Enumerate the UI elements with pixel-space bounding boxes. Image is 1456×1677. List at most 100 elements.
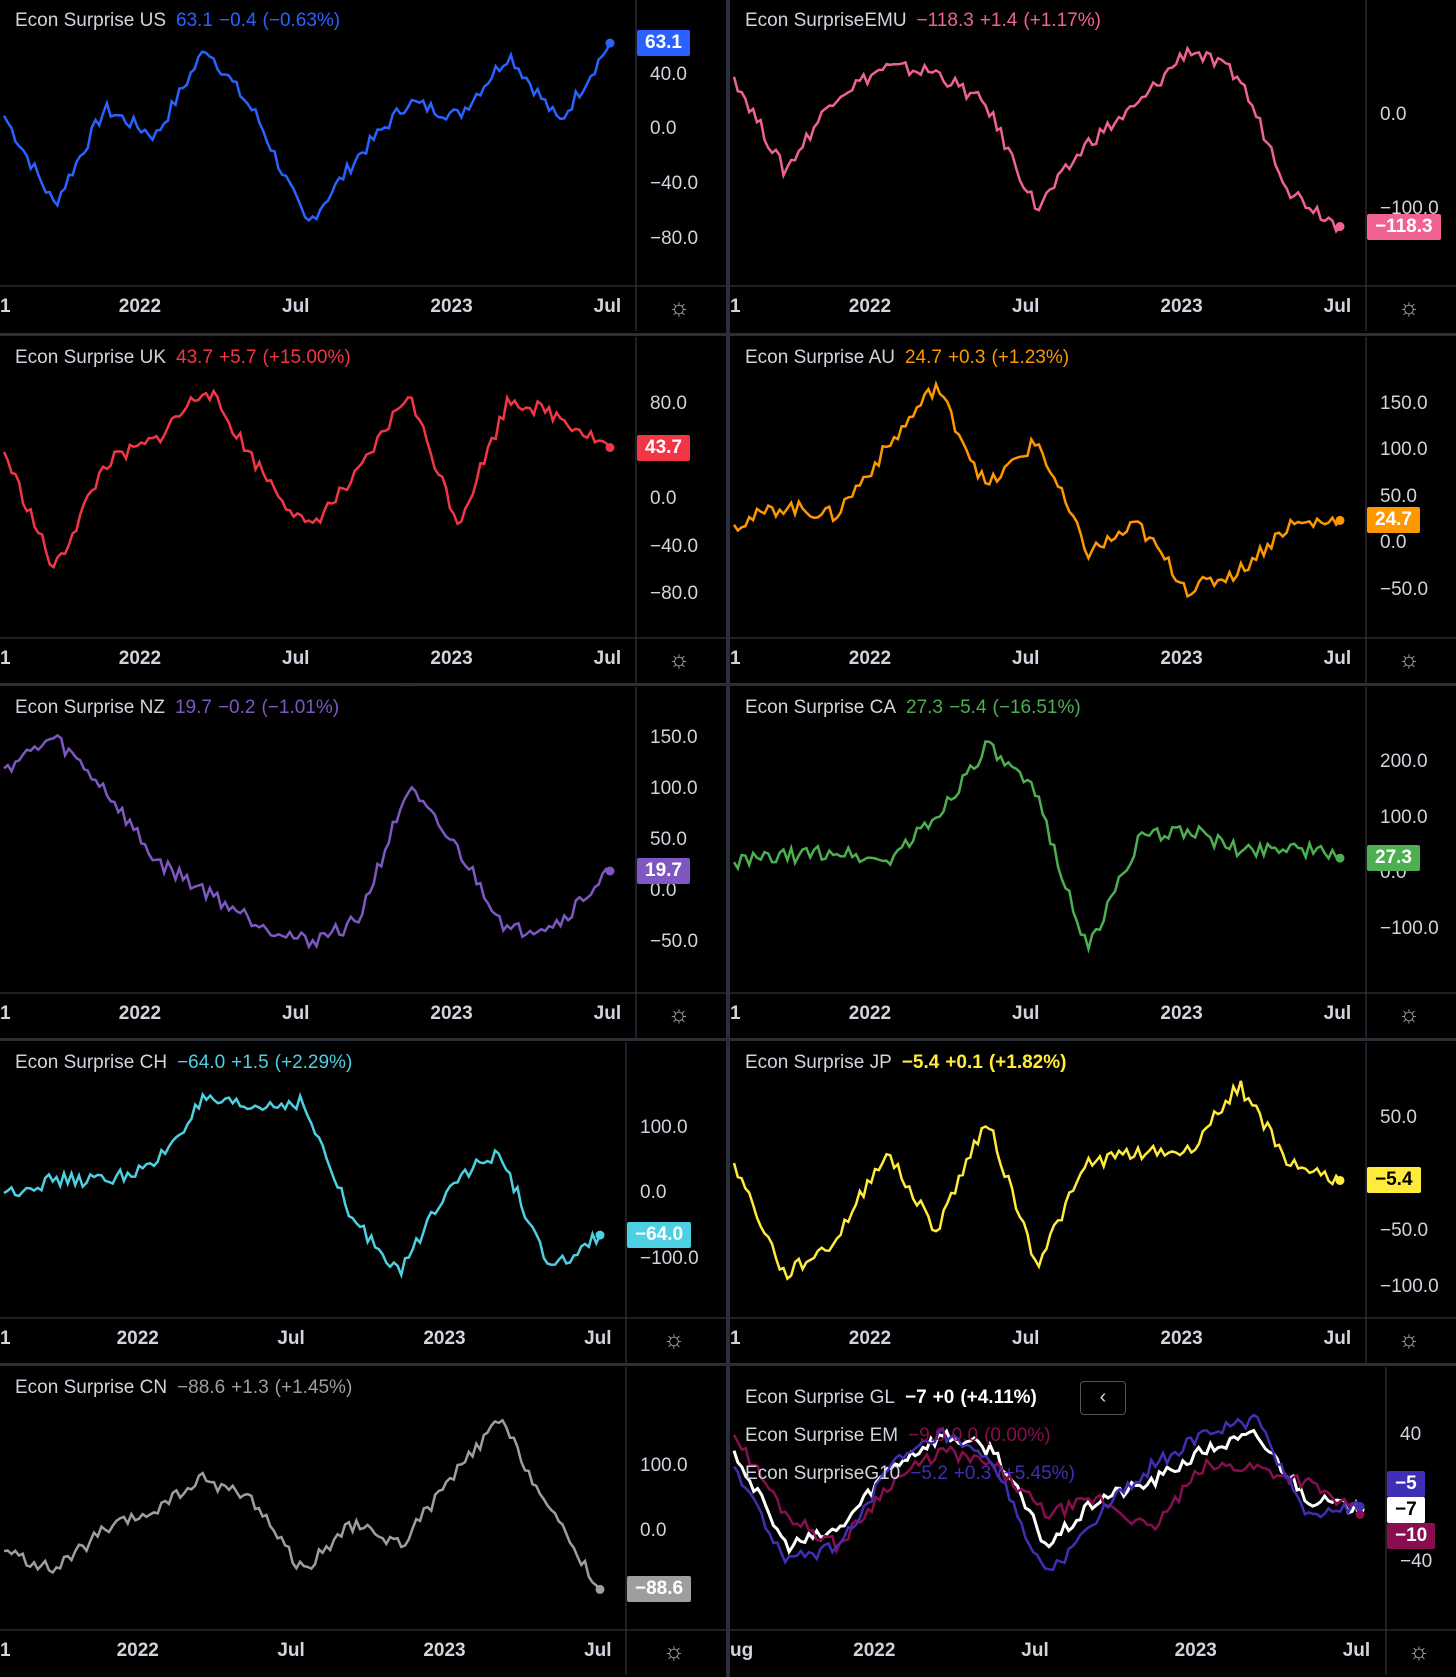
settings-gear-icon[interactable]: ☼ — [663, 1638, 685, 1665]
y-tick-label: 0.0 — [640, 1520, 667, 1542]
x-tick-label: Jul — [282, 296, 310, 317]
last-value-point — [605, 38, 615, 48]
panel-divider[interactable] — [726, 0, 730, 1677]
x-tick-label: ug — [730, 1640, 754, 1661]
x-tick-label: Jul — [1012, 1003, 1040, 1024]
x-tick-label: 1 — [0, 1640, 11, 1661]
x-tick-label: 2023 — [423, 1640, 466, 1661]
x-tick-label: 2023 — [1160, 1003, 1203, 1024]
legend-change: −0.2 — [217, 697, 256, 718]
series-legend[interactable]: Econ Surprise AU 24.7 +0.3 (+1.23%) — [745, 347, 1075, 369]
chart-panel-ch[interactable]: 100.0 0.0 −100.0 −64.0 1 2022 Jul 2023 Jul ☼ Econ … — [0, 1042, 726, 1363]
chart-panel-uk[interactable]: 80.0 0.0 −40.0 −80.0 43.7 1 2022 Jul 2023 Jul ☼ Eco… — [0, 337, 726, 683]
x-tick-label: Jul — [593, 296, 622, 317]
series-legend[interactable]: Econ Surprise JP −5.4 +0.1 (+1.82%) — [745, 1052, 1072, 1074]
last-price-label: −64.0 — [627, 1222, 692, 1249]
y-tick-label: −100.0 — [1380, 1275, 1439, 1297]
legend-change: +0.3 — [947, 347, 986, 368]
series-legend[interactable]: Econ Surprise CA 27.3 −5.4 (−16.51%) — [745, 697, 1087, 719]
plot-svg — [730, 0, 1456, 331]
x-tick-label: 2023 — [423, 1328, 466, 1349]
series-legend[interactable]: Econ Surprise NZ 19.7 −0.2 (−1.01%) — [15, 697, 345, 719]
x-tick-label: 1 — [0, 1003, 11, 1024]
legend-change: +5.7 — [219, 347, 257, 368]
legend-value: −5.4 — [901, 1052, 940, 1073]
series-line-econ-surpriseg10 — [732, 1413, 1361, 1572]
series-legend[interactable]: Econ Surprise CN −88.6 +1.3 (+1.45%) — [15, 1377, 358, 1399]
last-value-point — [605, 443, 615, 453]
series-legend[interactable]: Econ Surprise CH −64.0 +1.5 (+2.29%) — [15, 1052, 358, 1074]
chart-panel-nz[interactable]: 150.0 100.0 50.0 0.0 −50.0 19.7 1 2022 Jul 2023 Ju… — [0, 687, 726, 1038]
last-value-point — [1335, 515, 1345, 525]
plot-svg — [730, 687, 1456, 1038]
x-tick-label: 2023 — [1160, 296, 1203, 317]
settings-gear-icon[interactable]: ☼ — [668, 646, 690, 673]
legend-change: 0.0 — [951, 1425, 979, 1446]
series-legend[interactable]: Econ Surprise US 63.1 −0.4 (−0.63%) — [15, 10, 346, 32]
series-line-econ-surprise-cn — [3, 1418, 601, 1591]
x-tick-label: Jul — [1012, 648, 1040, 669]
x-tick-label: 2023 — [1160, 1328, 1203, 1349]
settings-gear-icon[interactable]: ☼ — [1398, 1001, 1420, 1028]
series-legend[interactable]: Econ Surprise GL −7 +0 (+4.11%) — [745, 1387, 1043, 1409]
legend-title: Econ Surprise NZ — [15, 697, 165, 718]
x-tick-label: 2022 — [853, 1640, 896, 1661]
legend-value: 63.1 — [176, 10, 213, 31]
x-tick-label: 2023 — [430, 296, 473, 317]
y-tick-label: 80.0 — [650, 393, 687, 415]
x-tick-label: 2022 — [848, 648, 892, 669]
settings-gear-icon[interactable]: ☼ — [1398, 646, 1420, 673]
y-tick-label: 0.0 — [650, 488, 677, 510]
settings-gear-icon[interactable]: ☼ — [668, 294, 690, 321]
y-tick-label: 0.0 — [650, 880, 677, 902]
y-tick-label: −40.0 — [650, 535, 699, 557]
x-tick-label: Jul — [282, 1003, 310, 1024]
last-price-label: −7 — [1387, 1496, 1425, 1523]
series-line-econ-surprise-us — [2, 42, 612, 223]
y-tick-label: 40.0 — [650, 63, 687, 85]
chart-panel-cn[interactable]: 100.0 0.0 −88.6 1 2022 Jul 2023 Jul ☼ Econ Surpri… — [0, 1367, 726, 1675]
x-tick-label: 2022 — [116, 1328, 159, 1349]
chart-panel-us[interactable]: 40.0 0.0 −40.0 −80.0 63.1 1 2022 Jul 2023 Jul ☼ Eco… — [0, 0, 726, 331]
series-legend[interactable]: Econ SurpriseG10 −5.2 +0.3 (+5.45%) — [745, 1463, 1081, 1485]
last-price-label: 19.7 — [637, 857, 690, 884]
y-tick-label: 150.0 — [1380, 392, 1428, 414]
legend-value: −7 — [904, 1387, 927, 1408]
legend-title: Econ Surprise JP — [745, 1052, 892, 1073]
legend-value: 27.3 — [906, 697, 943, 718]
series-line-econ-surprise-em — [732, 1434, 1362, 1556]
y-tick-label: −40 — [1400, 1551, 1433, 1573]
x-tick-label: Jul — [1012, 296, 1040, 317]
series-legend[interactable]: Econ Surprise EM −9.0 0.0 (0.00%) — [745, 1425, 1057, 1447]
y-tick-label: 200.0 — [1380, 751, 1428, 773]
y-tick-label: −50.0 — [1380, 1219, 1429, 1241]
settings-gear-icon[interactable]: ☼ — [1398, 1326, 1420, 1353]
x-tick-label: 1 — [0, 1328, 11, 1349]
chart-panel-emu[interactable]: 0.0 −100.0 −118.3 1 2022 Jul 2023 Jul ☼ Econ Surp… — [730, 0, 1456, 331]
series-line-econ-surprise-ch — [3, 1091, 602, 1280]
series-line-econ-surprise-ca — [732, 740, 1341, 954]
chart-panel-au[interactable]: 150.0 100.0 50.0 0.0 −50.0 24.7 1 2022 Jul 2023 Ju… — [730, 337, 1456, 683]
last-value-point — [1335, 1175, 1345, 1185]
chart-panel-jp[interactable]: 50.0 −50.0 −100.0 −5.4 1 2022 Jul 2023 Jul ☼ Econ … — [730, 1042, 1456, 1363]
plot-svg — [0, 1042, 726, 1363]
y-tick-label: −80.0 — [650, 227, 699, 249]
y-tick-label: 100.0 — [1380, 806, 1428, 828]
legend-value: −88.6 — [177, 1377, 226, 1398]
y-tick-label: −100.0 — [1380, 917, 1439, 939]
chart-panel-gl[interactable]: 40 −40 −5 −7 −10 ug 2022 Jul 2023 Jul ☼ Econ Surpri… — [730, 1367, 1456, 1675]
settings-gear-icon[interactable]: ☼ — [1408, 1638, 1430, 1665]
legend-value: −64.0 — [177, 1052, 226, 1073]
x-tick-label: 2022 — [848, 1003, 892, 1024]
collapse-legend-button[interactable]: ‹ — [1080, 1381, 1126, 1415]
settings-gear-icon[interactable]: ☼ — [663, 1326, 685, 1353]
y-tick-label: 100.0 — [640, 1454, 688, 1476]
legend-pct: (+1.45%) — [274, 1377, 353, 1398]
plot-svg — [730, 337, 1456, 683]
y-tick-label: 100.0 — [650, 777, 698, 799]
settings-gear-icon[interactable]: ☼ — [1398, 294, 1420, 321]
series-legend[interactable]: Econ SurpriseEMU −118.3 +1.4 (+1.17%) — [745, 10, 1107, 32]
settings-gear-icon[interactable]: ☼ — [668, 1001, 690, 1028]
series-legend[interactable]: Econ Surprise UK 43.7 +5.7 (+15.00%) — [15, 347, 357, 369]
chart-panel-ca[interactable]: 200.0 100.0 0.0 −100.0 27.3 1 2022 Jul 2023 Jul ☼ E… — [730, 687, 1456, 1038]
